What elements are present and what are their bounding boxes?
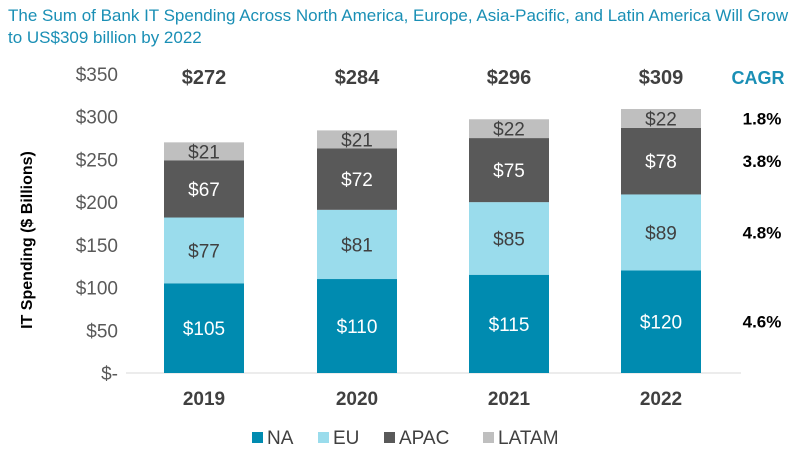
legend-item-na: NA: [252, 428, 294, 449]
data-label-latam: $22: [645, 109, 677, 130]
data-label-latam: $22: [493, 120, 525, 141]
x-tick-label: 2019: [183, 389, 225, 410]
data-label-na: $115: [489, 315, 530, 336]
data-label-eu: $77: [188, 241, 220, 262]
bar-segment-eu: [621, 194, 701, 271]
y-tick-label: $350: [76, 65, 118, 86]
y-tick-label: $50: [86, 321, 118, 342]
x-tick-label: 2022: [640, 389, 682, 410]
legend-label: EU: [333, 428, 359, 449]
cagr-value-apac: 3.8%: [743, 152, 782, 171]
legend-item-latam: LATAM: [483, 428, 559, 449]
total-label: $272: [182, 67, 227, 89]
total-label: $284: [335, 67, 380, 89]
bars: $105 $77 $67 $21 $110 $81 $72 $21 $115 $85 $75 $22 $…: [164, 109, 701, 373]
bar-segment-na: [621, 270, 701, 373]
y-tick-label: $-: [101, 364, 118, 385]
legend-item-apac: APAC: [384, 428, 449, 449]
y-axis-ticks: $- $50 $100 $150 $200 $250 $300 $350: [76, 65, 118, 385]
cagr-column: CAGR 4.6% 4.8% 3.8% 1.8%: [732, 68, 785, 332]
chart-title: The Sum of Bank IT Spending Across North…: [8, 6, 789, 47]
bar-segment-na: [469, 274, 549, 373]
total-label: $296: [487, 67, 532, 89]
legend-label: LATAM: [498, 428, 559, 449]
cagr-value-na: 4.6%: [743, 313, 782, 332]
y-tick-label: $250: [76, 150, 118, 171]
data-label-na: $120: [640, 313, 682, 334]
legend-label: NA: [267, 428, 294, 449]
legend-label: APAC: [399, 428, 449, 449]
data-label-eu: $81: [341, 235, 373, 256]
bar-segment-apac: [469, 138, 549, 203]
legend-swatch: [483, 432, 494, 443]
y-tick-label: $100: [76, 279, 118, 300]
bar-segment-na: [164, 283, 244, 373]
cagr-header: CAGR: [732, 68, 785, 88]
bar-segment-latam: [469, 119, 549, 139]
bar-segment-apac: [317, 148, 397, 210]
data-label-apac: $78: [645, 152, 677, 173]
y-tick-label: $200: [76, 193, 118, 214]
bar-segment-na: [317, 279, 397, 373]
cagr-value-latam: 1.8%: [743, 109, 782, 128]
legend-swatch: [318, 432, 329, 443]
data-label-eu: $89: [645, 223, 677, 244]
y-tick-label: $150: [76, 236, 118, 257]
legend: NA EU APAC LATAM: [252, 428, 559, 449]
legend-swatch: [384, 432, 395, 443]
data-label-eu: $85: [493, 229, 525, 250]
data-label-na: $105: [183, 319, 225, 340]
bar-segment-latam: [621, 109, 701, 128]
data-label-na: $110: [337, 317, 378, 338]
y-axis-label: IT Spending ($ Billions): [19, 151, 36, 329]
data-label-apac: $75: [493, 161, 525, 182]
data-label-apac: $72: [341, 170, 373, 191]
total-label: $309: [639, 67, 684, 89]
cagr-value-eu: 4.8%: [743, 223, 782, 242]
bar-segment-latam: [317, 130, 397, 149]
total-labels: $272 $284 $296 $309: [182, 67, 684, 89]
legend-swatch: [252, 432, 263, 443]
y-axis-label-group: IT Spending ($ Billions): [19, 151, 36, 329]
bar-segment-eu: [317, 209, 397, 280]
legend-item-eu: EU: [318, 428, 359, 449]
bar-segment-eu: [469, 202, 549, 275]
data-label-latam: $21: [341, 130, 373, 151]
y-tick-label: $300: [76, 108, 118, 129]
x-axis-ticks: 2019 2020 2021 2022: [183, 389, 682, 410]
data-label-apac: $67: [188, 180, 220, 201]
bar-segment-apac: [164, 160, 244, 218]
bar-segment-apac: [621, 127, 701, 195]
x-tick-label: 2021: [488, 389, 531, 410]
data-label-latam: $21: [188, 142, 220, 163]
bar-segment-eu: [164, 217, 244, 284]
bar-segment-latam: [164, 142, 244, 161]
x-tick-label: 2020: [336, 389, 378, 410]
